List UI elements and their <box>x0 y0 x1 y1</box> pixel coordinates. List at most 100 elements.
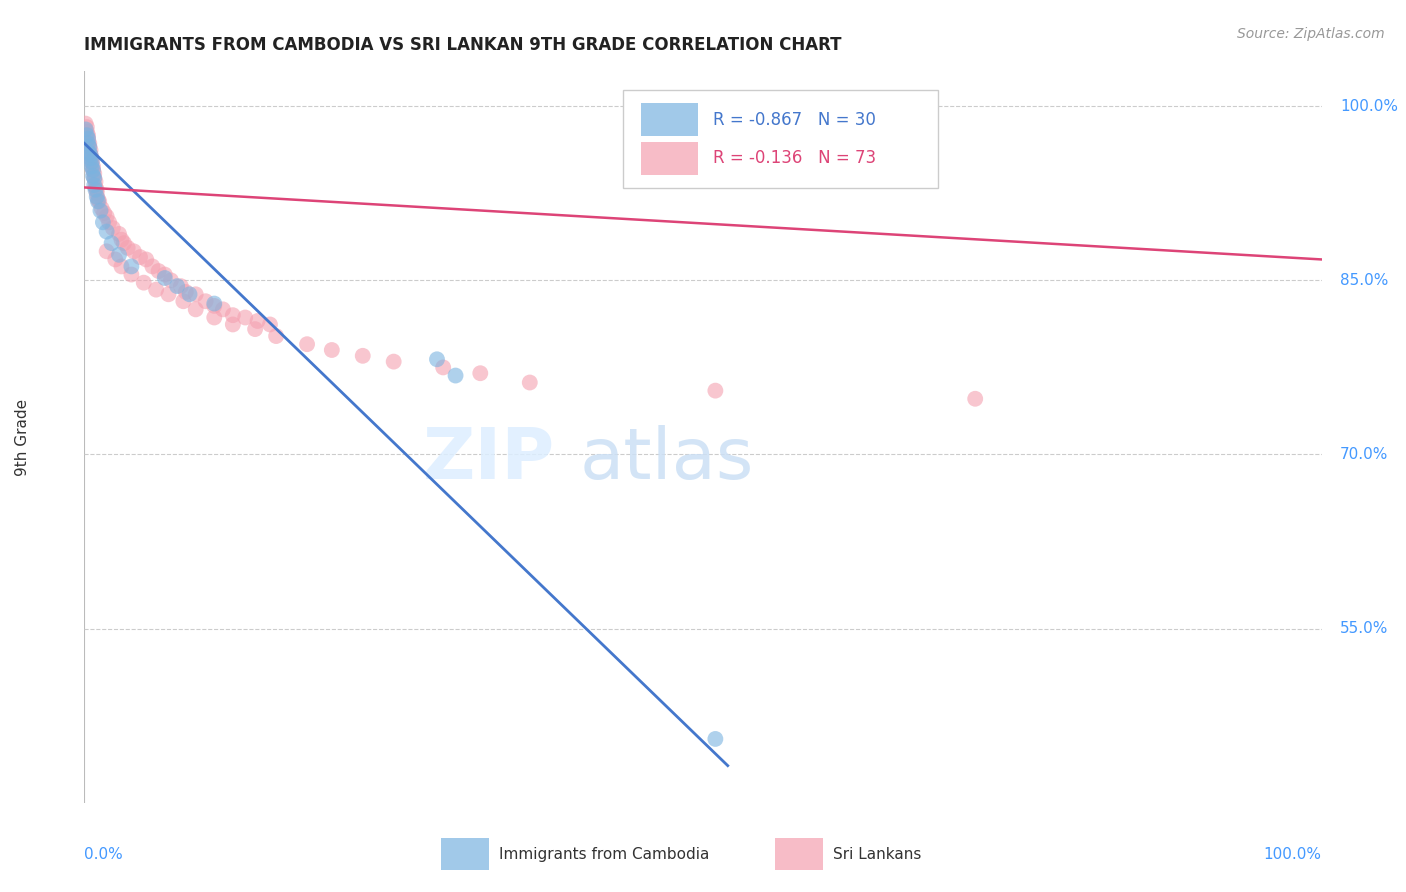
Point <box>80 160 103 174</box>
Point <box>82 160 104 174</box>
Point <box>96 225 118 239</box>
Point <box>79 136 101 151</box>
Text: 100.0%: 100.0% <box>1340 99 1398 113</box>
Point <box>84 175 107 189</box>
Point <box>110 233 132 247</box>
Point <box>86 190 108 204</box>
Point <box>76 120 98 134</box>
Point <box>184 287 207 301</box>
Point <box>135 252 157 267</box>
Point <box>86 183 108 197</box>
Point <box>259 318 281 332</box>
Point <box>79 148 101 162</box>
Text: R = -0.136   N = 73: R = -0.136 N = 73 <box>713 149 876 168</box>
Point <box>246 314 269 328</box>
Point <box>704 731 727 746</box>
Point <box>80 155 103 169</box>
Point <box>153 268 176 282</box>
Point <box>470 366 492 380</box>
Point <box>145 283 167 297</box>
Point <box>108 248 131 262</box>
Point <box>82 169 104 183</box>
Point <box>84 183 107 197</box>
Point <box>87 192 110 206</box>
Point <box>82 163 104 178</box>
Point <box>432 360 454 375</box>
Point <box>84 180 107 194</box>
FancyBboxPatch shape <box>440 838 489 870</box>
Point <box>222 318 245 332</box>
Point <box>77 136 100 151</box>
Point <box>83 178 105 193</box>
Text: 100.0%: 100.0% <box>1264 847 1322 862</box>
Point <box>76 128 98 143</box>
Point <box>77 128 100 143</box>
Point <box>965 392 987 406</box>
Text: 0.0%: 0.0% <box>84 847 124 862</box>
Point <box>79 140 101 154</box>
Point <box>93 206 115 220</box>
Point <box>75 117 97 131</box>
Point <box>352 349 374 363</box>
Point <box>91 215 114 229</box>
Point <box>90 202 112 216</box>
Point <box>243 322 266 336</box>
Point <box>174 285 197 299</box>
Point <box>83 171 105 186</box>
Point <box>321 343 343 357</box>
Point <box>212 302 235 317</box>
Point <box>444 368 467 383</box>
Point <box>519 376 541 390</box>
Point <box>704 384 727 398</box>
Point <box>89 203 111 218</box>
Point <box>75 122 97 136</box>
Point <box>101 221 124 235</box>
Point <box>79 148 101 162</box>
Point <box>87 194 110 209</box>
FancyBboxPatch shape <box>775 838 823 870</box>
Point <box>179 287 201 301</box>
Point <box>153 271 176 285</box>
Text: 9th Grade: 9th Grade <box>15 399 30 475</box>
Text: Sri Lankans: Sri Lankans <box>832 847 921 862</box>
Text: atlas: atlas <box>579 425 754 493</box>
Point <box>117 241 139 255</box>
Point <box>80 152 103 166</box>
Point <box>83 171 105 186</box>
Text: R = -0.867   N = 30: R = -0.867 N = 30 <box>713 111 876 128</box>
Point <box>104 252 127 267</box>
FancyBboxPatch shape <box>623 90 938 188</box>
Point <box>96 210 118 224</box>
Point <box>222 308 245 322</box>
Point <box>83 167 105 181</box>
Point <box>166 279 188 293</box>
Point <box>132 276 155 290</box>
Point <box>79 144 101 158</box>
Point <box>108 227 131 241</box>
Point <box>170 279 193 293</box>
Point <box>82 163 104 178</box>
Point <box>112 236 135 251</box>
FancyBboxPatch shape <box>641 103 697 136</box>
Point <box>79 140 101 154</box>
Point <box>96 244 118 259</box>
Point <box>202 310 225 325</box>
Point <box>77 131 100 145</box>
Point <box>122 244 145 259</box>
Text: 55.0%: 55.0% <box>1340 621 1389 636</box>
Point <box>89 194 111 209</box>
Text: 70.0%: 70.0% <box>1340 447 1389 462</box>
Point <box>79 145 101 160</box>
Point <box>426 352 449 367</box>
Point <box>148 264 170 278</box>
Point <box>160 273 183 287</box>
Point <box>120 268 142 282</box>
Text: Source: ZipAtlas.com: Source: ZipAtlas.com <box>1237 27 1385 41</box>
Point <box>80 155 103 169</box>
Text: 85.0%: 85.0% <box>1340 273 1389 288</box>
Point <box>100 236 122 251</box>
Point <box>76 125 98 139</box>
Point <box>110 260 132 274</box>
Point <box>120 260 142 274</box>
Point <box>129 250 152 264</box>
